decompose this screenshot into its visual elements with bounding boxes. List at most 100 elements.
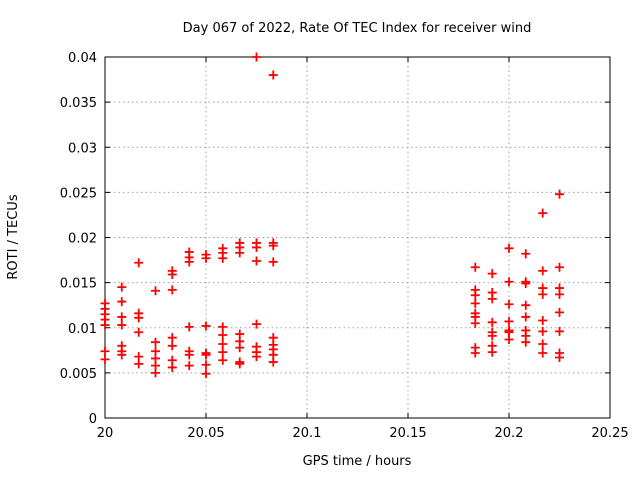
data-point-marker bbox=[201, 369, 211, 379]
data-point-marker bbox=[268, 357, 278, 367]
data-point-marker bbox=[167, 270, 177, 280]
y-tick-label: 0.015 bbox=[60, 277, 97, 292]
data-point-marker bbox=[235, 343, 245, 353]
y-tick-label: 0.02 bbox=[68, 232, 97, 247]
data-point-marker bbox=[167, 362, 177, 372]
data-point-marker bbox=[555, 353, 564, 363]
data-point-marker bbox=[487, 331, 497, 341]
data-point-marker bbox=[521, 337, 531, 347]
data-point-marker bbox=[538, 326, 548, 336]
data-point-marker bbox=[538, 208, 548, 218]
data-point-marker bbox=[521, 300, 531, 310]
data-point-marker bbox=[134, 258, 144, 268]
data-point-marker bbox=[218, 322, 228, 332]
data-point-marker bbox=[235, 248, 245, 258]
data-point-marker bbox=[268, 241, 278, 251]
data-point-marker bbox=[184, 322, 194, 332]
x-tick-label: 20.2 bbox=[495, 426, 524, 441]
data-point-marker bbox=[252, 52, 261, 62]
data-point-marker bbox=[487, 347, 497, 357]
data-point-marker bbox=[504, 243, 514, 253]
y-axis-label: ROTI / TECUs bbox=[6, 194, 21, 279]
data-point-marker bbox=[504, 334, 514, 344]
data-point-marker bbox=[487, 294, 497, 304]
data-point-marker bbox=[151, 368, 160, 378]
data-point-marker bbox=[538, 289, 548, 299]
data-point-marker bbox=[218, 253, 228, 263]
data-point-marker bbox=[201, 350, 211, 360]
y-tick-label: 0.04 bbox=[68, 51, 97, 66]
x-tick-label: 20.1 bbox=[293, 426, 322, 441]
y-tick-label: 0.03 bbox=[68, 141, 97, 156]
data-point-marker bbox=[100, 320, 110, 330]
data-point-marker bbox=[504, 299, 514, 309]
axes-layer: 20 20.05 20.1 20.15 20.2 20.25 0 0.005 0.01 0.015… bbox=[60, 51, 629, 441]
data-point-marker bbox=[134, 327, 144, 337]
data-point-marker bbox=[218, 347, 228, 357]
data-point-marker bbox=[184, 350, 194, 360]
data-point-marker bbox=[117, 297, 127, 307]
data-point-marker bbox=[201, 321, 211, 331]
data-point-marker bbox=[117, 312, 127, 322]
data-point-marker bbox=[201, 360, 211, 370]
x-tick-label: 20.05 bbox=[187, 426, 224, 441]
data-point-marker bbox=[167, 285, 177, 295]
grid-layer bbox=[105, 57, 610, 418]
x-tick-label: 20 bbox=[97, 426, 114, 441]
data-point-marker bbox=[268, 257, 278, 267]
data-point-marker bbox=[252, 256, 261, 266]
data-point-marker bbox=[504, 277, 514, 287]
data-point-marker bbox=[470, 262, 480, 272]
data-point-marker bbox=[218, 330, 228, 340]
y-tick-label: 0.01 bbox=[68, 322, 97, 337]
data-point-marker bbox=[538, 348, 548, 358]
data-point-marker bbox=[151, 286, 160, 296]
data-point-marker bbox=[555, 289, 564, 299]
data-point-marker bbox=[470, 298, 480, 308]
data-point-marker bbox=[167, 341, 177, 351]
data-point-marker bbox=[151, 337, 160, 347]
data-point-marker bbox=[117, 350, 127, 360]
data-point-marker bbox=[134, 313, 144, 323]
data-point-marker bbox=[184, 361, 194, 371]
data-point-marker bbox=[268, 70, 278, 80]
data-point-marker bbox=[555, 262, 564, 272]
data-point-marker bbox=[538, 266, 548, 276]
data-point-marker bbox=[218, 339, 228, 349]
data-point-marker bbox=[521, 312, 531, 322]
data-point-marker bbox=[100, 354, 110, 364]
x-axis-label: GPS time / hours bbox=[303, 454, 412, 469]
data-point-marker bbox=[117, 282, 127, 292]
data-point-marker bbox=[555, 189, 564, 199]
data-point-marker bbox=[538, 339, 548, 349]
data-point-marker bbox=[235, 359, 245, 369]
data-point-marker bbox=[470, 290, 480, 300]
data-point-marker bbox=[252, 352, 261, 362]
data-point-marker bbox=[487, 269, 497, 279]
data-point-marker bbox=[218, 355, 228, 365]
data-point-marker bbox=[504, 316, 514, 326]
y-tick-label: 0.005 bbox=[60, 367, 97, 382]
data-point-marker bbox=[521, 279, 531, 289]
data-point-marker bbox=[487, 317, 497, 327]
data-point-marker bbox=[470, 348, 480, 358]
data-point-marker bbox=[521, 249, 531, 259]
y-tick-label: 0.025 bbox=[60, 186, 97, 201]
data-point-marker bbox=[184, 257, 194, 267]
data-point-marker bbox=[555, 326, 564, 336]
data-point-marker bbox=[134, 359, 144, 369]
data-point-marker bbox=[117, 320, 127, 330]
data-point-marker bbox=[470, 318, 480, 328]
y-tick-label: 0 bbox=[89, 412, 97, 427]
data-point-marker bbox=[100, 346, 110, 356]
x-tick-label: 20.25 bbox=[591, 426, 628, 441]
chart-title: Day 067 of 2022, Rate Of TEC Index for r… bbox=[183, 21, 532, 36]
data-point-marker bbox=[252, 242, 261, 252]
data-point-marker bbox=[538, 316, 548, 326]
y-tick-label: 0.035 bbox=[60, 96, 97, 111]
data-point-marker bbox=[252, 319, 261, 329]
data-point-marker bbox=[167, 333, 177, 343]
data-point-marker bbox=[555, 307, 564, 317]
